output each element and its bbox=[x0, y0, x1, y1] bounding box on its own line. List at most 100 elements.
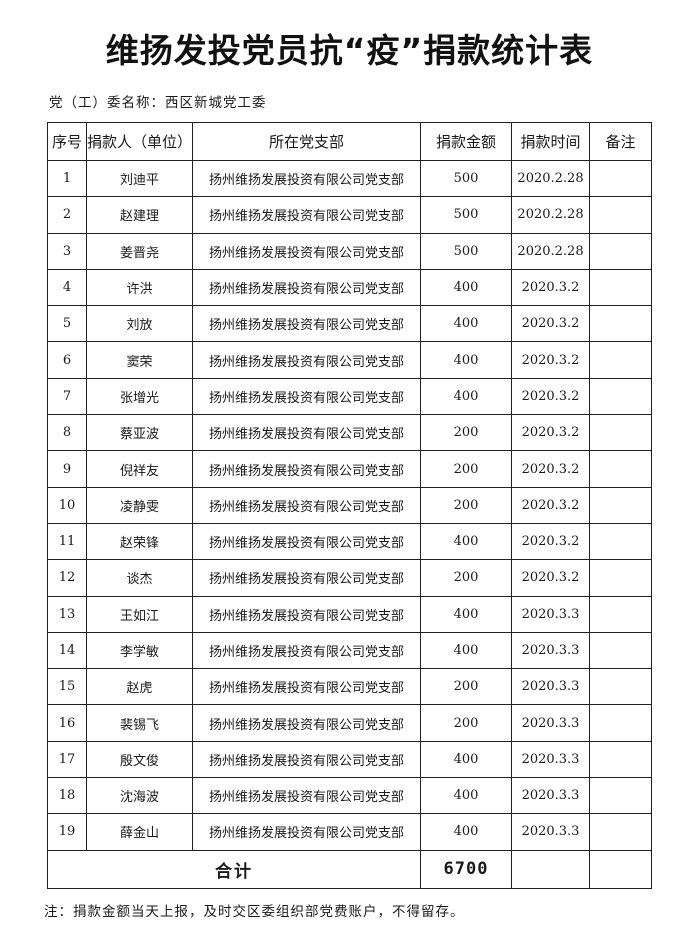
cell-note bbox=[589, 159, 653, 198]
cell-date: 2020.3.2 bbox=[511, 450, 591, 488]
cell-branch: 扬州维扬发展投资有限公司党支部 bbox=[192, 486, 422, 524]
cell-date: 2020.3.3 bbox=[511, 704, 591, 742]
cell-branch: 扬州维扬发展投资有限公司党支部 bbox=[192, 196, 422, 234]
cell-date: 2020.3.2 bbox=[511, 559, 591, 597]
cell-branch: 扬州维扬发展投资有限公司党支部 bbox=[192, 740, 422, 779]
cell-branch: 扬州维扬发展投资有限公司党支部 bbox=[192, 305, 422, 343]
cell-branch: 扬州维扬发展投资有限公司党支部 bbox=[192, 450, 422, 488]
cell-no: 2 bbox=[47, 196, 87, 234]
cell-amount: 200 bbox=[420, 704, 513, 742]
cell-amount: 400 bbox=[420, 268, 513, 307]
cell-branch: 扬州维扬发展投资有限公司党支部 bbox=[192, 232, 422, 270]
cell-amount: 200 bbox=[420, 668, 513, 706]
table-row: 7 张增光 扬州维扬发展投资有限公司党支部 400 2020.3.2 bbox=[47, 377, 653, 416]
table-row: 19 薛金山 扬州维扬发展投资有限公司党支部 400 2020.3.3 bbox=[47, 813, 653, 851]
cell-no: 6 bbox=[47, 341, 87, 379]
table-row: 5 刘放 扬州维扬发展投资有限公司党支部 400 2020.3.2 bbox=[47, 305, 653, 343]
header-row: 序号 捐款人（单位） 所在党支部 捐款金额 捐款时间 备注 bbox=[47, 122, 653, 161]
cell-name: 蔡亚波 bbox=[85, 414, 194, 452]
cell-no: 12 bbox=[47, 559, 87, 597]
cell-amount: 400 bbox=[420, 595, 513, 633]
cell-no: 19 bbox=[47, 813, 87, 851]
table-row: 17 殷文俊 扬州维扬发展投资有限公司党支部 400 2020.3.3 bbox=[47, 740, 653, 779]
cell-note bbox=[589, 595, 653, 633]
cell-note bbox=[589, 704, 653, 742]
cell-date: 2020.3.2 bbox=[511, 414, 591, 452]
table-row: 15 赵虎 扬州维扬发展投资有限公司党支部 200 2020.3.3 bbox=[47, 668, 653, 706]
cell-date: 2020.3.3 bbox=[511, 813, 591, 851]
header-note: 备注 bbox=[589, 122, 653, 161]
cell-date: 2020.3.2 bbox=[511, 341, 591, 379]
cell-branch: 扬州维扬发展投资有限公司党支部 bbox=[192, 668, 422, 706]
cell-no: 4 bbox=[47, 268, 87, 307]
cell-name: 赵虎 bbox=[85, 668, 194, 706]
cell-no: 1 bbox=[47, 159, 87, 198]
cell-note bbox=[589, 486, 653, 524]
cell-branch: 扬州维扬发展投资有限公司党支部 bbox=[192, 704, 422, 742]
cell-no: 3 bbox=[47, 232, 87, 270]
cell-date: 2020.3.3 bbox=[511, 595, 591, 633]
cell-date: 2020.2.28 bbox=[511, 159, 591, 198]
cell-date: 2020.3.2 bbox=[511, 522, 591, 561]
total-date bbox=[511, 849, 591, 889]
total-label: 合计 bbox=[46, 849, 422, 889]
table-row: 9 倪祥友 扬州维扬发展投资有限公司党支部 200 2020.3.2 bbox=[47, 450, 653, 488]
cell-no: 7 bbox=[47, 377, 87, 416]
cell-note bbox=[589, 377, 653, 416]
cell-name: 谈杰 bbox=[85, 559, 194, 597]
header-donor: 捐款人（单位） bbox=[85, 122, 194, 161]
cell-note bbox=[589, 268, 653, 307]
total-row: 合计 6700 bbox=[46, 849, 653, 889]
cell-note bbox=[589, 813, 653, 851]
cell-branch: 扬州维扬发展投资有限公司党支部 bbox=[192, 777, 422, 815]
table-row: 14 李学敏 扬州维扬发展投资有限公司党支部 400 2020.3.3 bbox=[47, 631, 653, 670]
cell-branch: 扬州维扬发展投资有限公司党支部 bbox=[192, 159, 422, 198]
cell-name: 赵建理 bbox=[85, 196, 194, 234]
table-row: 18 沈海波 扬州维扬发展投资有限公司党支部 400 2020.3.3 bbox=[47, 777, 653, 815]
cell-name: 刘放 bbox=[85, 305, 194, 343]
cell-note bbox=[589, 341, 653, 379]
table-row: 13 王如江 扬州维扬发展投资有限公司党支部 400 2020.3.3 bbox=[47, 595, 653, 633]
cell-branch: 扬州维扬发展投资有限公司党支部 bbox=[192, 414, 422, 452]
total-note bbox=[589, 849, 653, 889]
cell-name: 许洪 bbox=[85, 268, 194, 307]
cell-note bbox=[589, 668, 653, 706]
header-no: 序号 bbox=[47, 122, 87, 161]
table-row: 6 窦荣 扬州维扬发展投资有限公司党支部 400 2020.3.2 bbox=[47, 341, 653, 379]
table-row: 1 刘迪平 扬州维扬发展投资有限公司党支部 500 2020.2.28 bbox=[47, 159, 653, 198]
cell-branch: 扬州维扬发展投资有限公司党支部 bbox=[192, 377, 422, 416]
cell-note bbox=[589, 559, 653, 597]
cell-amount: 200 bbox=[420, 450, 513, 488]
cell-date: 2020.3.3 bbox=[511, 631, 591, 670]
cell-note bbox=[589, 232, 653, 270]
cell-date: 2020.3.3 bbox=[511, 668, 591, 706]
cell-amount: 400 bbox=[420, 777, 513, 815]
cell-branch: 扬州维扬发展投资有限公司党支部 bbox=[192, 341, 422, 379]
donation-table: 序号 捐款人（单位） 所在党支部 捐款金额 捐款时间 备注 1 刘迪平 扬州维扬发展… bbox=[46, 122, 653, 889]
cell-amount: 500 bbox=[420, 232, 513, 270]
cell-amount: 200 bbox=[420, 559, 513, 597]
cell-no: 5 bbox=[47, 305, 87, 343]
cell-branch: 扬州维扬发展投资有限公司党支部 bbox=[192, 268, 422, 307]
cell-note bbox=[589, 414, 653, 452]
cell-name: 赵荣锋 bbox=[85, 522, 194, 561]
table-row: 11 赵荣锋 扬州维扬发展投资有限公司党支部 400 2020.3.2 bbox=[47, 522, 653, 561]
cell-branch: 扬州维扬发展投资有限公司党支部 bbox=[192, 595, 422, 633]
cell-note bbox=[589, 777, 653, 815]
cell-name: 姜晋尧 bbox=[85, 232, 194, 270]
document-title: 维扬发投党员抗“疫”捐款统计表 bbox=[105, 31, 594, 70]
cell-no: 18 bbox=[47, 777, 87, 815]
cell-no: 17 bbox=[47, 740, 87, 779]
cell-branch: 扬州维扬发展投资有限公司党支部 bbox=[192, 631, 422, 670]
committee-name: 党（工）委名称：西区新城党工委 bbox=[49, 95, 267, 111]
cell-note bbox=[589, 740, 653, 779]
cell-amount: 400 bbox=[420, 522, 513, 561]
cell-note bbox=[589, 305, 653, 343]
cell-amount: 400 bbox=[420, 305, 513, 343]
cell-name: 窦荣 bbox=[85, 341, 194, 379]
table-row: 10 凌静雯 扬州维扬发展投资有限公司党支部 200 2020.3.2 bbox=[47, 486, 653, 524]
cell-name: 王如江 bbox=[85, 595, 194, 633]
footnote: 注：捐款金额当天上报，及时交区委组织部党费账户，不得留存。 bbox=[44, 904, 465, 920]
cell-name: 张增光 bbox=[85, 377, 194, 416]
cell-date: 2020.3.3 bbox=[511, 740, 591, 779]
